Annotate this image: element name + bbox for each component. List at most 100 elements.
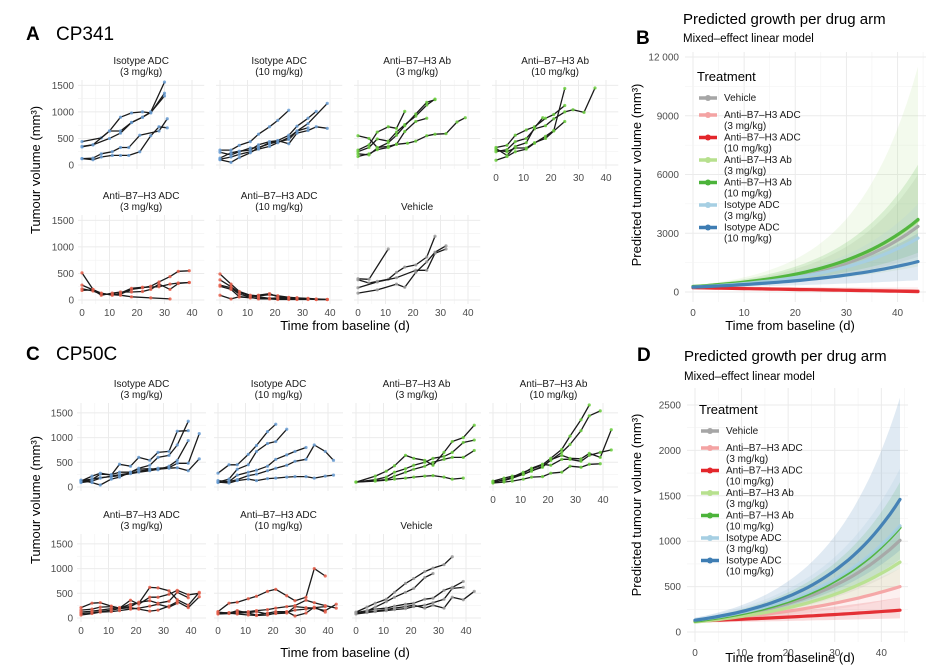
- data-point: [149, 284, 153, 288]
- x-tick-label: 10: [240, 626, 252, 637]
- data-point: [274, 606, 278, 610]
- data-point: [598, 409, 602, 413]
- data-point: [444, 247, 448, 251]
- data-point: [442, 475, 446, 479]
- panel-d-plot: 0 500 1000 1500 2000 2500 0 10 20 30 40 Treatment Ve…: [659, 388, 908, 659]
- legend-key-dot: [705, 112, 711, 118]
- data-point: [148, 599, 152, 603]
- data-point: [323, 574, 327, 578]
- data-point: [129, 120, 134, 125]
- data-point: [162, 91, 167, 95]
- data-point: [365, 610, 369, 615]
- data-point: [563, 86, 567, 91]
- data-point: [167, 599, 171, 603]
- data-point: [325, 297, 329, 302]
- data-point: [582, 110, 586, 115]
- data-point: [128, 464, 133, 468]
- data-point: [598, 462, 602, 466]
- data-point: [568, 442, 572, 447]
- subject-trajectory: [81, 270, 190, 295]
- data-point: [461, 579, 465, 584]
- facet: Isotype ADC(10 mg/kg): [216, 56, 343, 169]
- data-point: [433, 98, 437, 102]
- data-point: [543, 116, 548, 120]
- data-point: [246, 610, 250, 615]
- y-tick-label: 1000: [51, 433, 74, 444]
- legend-item: Vehicle: [701, 426, 759, 437]
- data-point: [314, 297, 318, 302]
- x-tick-label: 40: [186, 308, 198, 319]
- data-point: [246, 474, 250, 478]
- subject-trajectory: [80, 440, 189, 483]
- data-point: [117, 462, 122, 466]
- data-point: [423, 474, 427, 478]
- data-point: [235, 473, 239, 477]
- data-point: [156, 608, 160, 612]
- data-point: [168, 275, 172, 279]
- data-point: [175, 458, 179, 462]
- data-point: [227, 477, 231, 481]
- data-point: [549, 458, 553, 462]
- data-point: [235, 463, 239, 467]
- data-point: [384, 475, 388, 479]
- data-point: [425, 260, 429, 264]
- confidence-ribbon: [695, 500, 900, 623]
- data-point: [414, 119, 418, 124]
- data-point: [229, 148, 233, 152]
- data-point: [412, 463, 416, 467]
- data-point: [304, 611, 308, 615]
- legend-item: Isotype ADC(3 mg/kg): [699, 200, 780, 222]
- data-point: [425, 255, 429, 259]
- data-point: [99, 152, 103, 156]
- data-point: [323, 608, 327, 613]
- panel-a-ylabel: Tumour volume (mm³): [28, 106, 43, 234]
- data-point: [450, 555, 454, 559]
- data-point: [494, 158, 498, 162]
- data-point: [543, 124, 548, 128]
- data-point: [285, 453, 289, 457]
- data-point: [552, 117, 556, 121]
- data-point: [156, 602, 160, 606]
- data-point: [513, 150, 517, 154]
- facet: Vehicle 0 10 20 30 40: [354, 202, 481, 319]
- data-point: [304, 457, 308, 461]
- data-point: [99, 155, 103, 159]
- data-point: [276, 297, 280, 302]
- x-tick-label: 40: [460, 626, 472, 637]
- panel-b-letter: B: [636, 28, 650, 49]
- data-point: [138, 133, 142, 137]
- panel-a-facets: Isotype ADC(3 mg/kg)050010001500Isotype …: [52, 56, 619, 319]
- data-point: [579, 457, 583, 461]
- data-point: [90, 601, 94, 605]
- data-point: [285, 475, 289, 479]
- legend-label: (3 mg/kg): [726, 544, 768, 555]
- y-tick-label: 1500: [51, 539, 74, 550]
- data-point: [334, 606, 338, 610]
- data-point: [304, 595, 308, 599]
- data-point: [156, 586, 160, 590]
- data-point: [502, 480, 506, 484]
- data-point: [587, 403, 591, 407]
- subject-trajectory: [355, 439, 475, 483]
- data-point: [248, 140, 252, 144]
- data-point: [256, 293, 261, 297]
- x-tick-label: 30: [158, 626, 170, 637]
- legend-label: (10 mg/kg): [724, 234, 772, 245]
- data-point: [127, 153, 131, 158]
- data-point: [560, 457, 564, 461]
- data-point: [463, 116, 467, 120]
- data-point: [392, 595, 397, 599]
- data-point: [267, 297, 272, 301]
- data-point: [167, 453, 171, 457]
- legend-key-dot: [707, 490, 713, 496]
- data-point: [140, 289, 145, 294]
- panel-b-ylabel: Predicted tumour volume (mm³): [629, 84, 644, 267]
- data-point: [403, 129, 407, 134]
- data-point: [444, 244, 448, 248]
- data-point: [609, 428, 613, 432]
- x-tick-label: 20: [783, 648, 795, 659]
- data-point: [110, 150, 114, 154]
- data-point: [285, 605, 289, 609]
- data-point: [579, 459, 583, 463]
- data-point: [227, 611, 231, 615]
